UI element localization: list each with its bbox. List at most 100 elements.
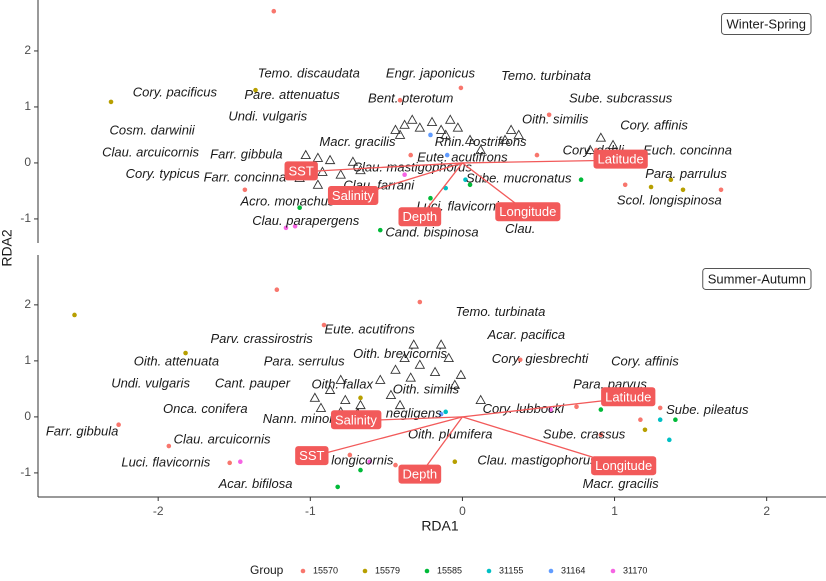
species-label: Eute. acutifrons xyxy=(417,149,508,164)
species-label: Cosm. darwinii xyxy=(109,122,195,137)
sample-point xyxy=(673,417,678,422)
species-point xyxy=(324,384,336,394)
species-label: Clau. arcuicornis xyxy=(102,144,199,159)
species-point xyxy=(394,129,406,139)
species-label: Cory. affinis xyxy=(620,117,688,132)
species-label: Undi. vulgaris xyxy=(228,108,307,123)
species-point xyxy=(312,179,324,189)
species-point xyxy=(505,124,517,134)
sample-point xyxy=(648,184,654,190)
env-label: Depth xyxy=(398,464,442,484)
env-label-box xyxy=(284,161,318,181)
sample-point xyxy=(408,152,414,158)
legend-label: 31170 xyxy=(623,565,647,575)
sample-point xyxy=(517,357,523,363)
sample-point xyxy=(393,462,398,468)
sample-point xyxy=(417,299,423,305)
species-label: Oith. attenuata xyxy=(134,353,219,368)
species-label: Oith. similis xyxy=(393,381,460,396)
species-point xyxy=(440,129,451,139)
sample-point xyxy=(598,432,604,438)
panel-strip: Winter-Spring xyxy=(721,12,812,35)
sample-point xyxy=(718,187,724,193)
env-label-box xyxy=(398,207,442,227)
species-label: Temo. turbinata xyxy=(501,68,591,83)
species-point xyxy=(408,339,420,349)
species-point xyxy=(429,366,441,377)
legend-swatch xyxy=(486,568,492,574)
env-label-box xyxy=(327,185,379,205)
legend-swatch xyxy=(300,568,306,574)
species-label: Eute. acutifrons xyxy=(324,322,415,337)
sample-point xyxy=(116,422,121,428)
sample-point xyxy=(534,152,540,158)
species-label: Sube. mucronatus xyxy=(466,171,572,186)
x-tick-label: 1 xyxy=(611,504,618,518)
species-label: Clau. xyxy=(505,221,535,236)
sample-point xyxy=(283,225,289,231)
env-vector xyxy=(462,395,629,418)
legend-label: 15579 xyxy=(375,565,400,575)
species-point xyxy=(390,364,401,374)
sample-point xyxy=(347,452,353,458)
y-tick-label: 1 xyxy=(24,353,31,367)
species-point xyxy=(449,379,461,389)
species-point xyxy=(452,122,464,132)
y-tick-label: 1 xyxy=(24,99,31,113)
panel-strip-label: Summer-Autumn xyxy=(708,271,806,286)
env-label-box xyxy=(593,149,648,169)
species-point xyxy=(355,399,366,410)
species-label: Macr. gracilis xyxy=(319,134,396,149)
species-point xyxy=(394,399,406,410)
x-tick-label: -1 xyxy=(305,504,316,518)
env-label-text: SST xyxy=(289,163,314,178)
species-label: Scol. longispinosa xyxy=(617,192,722,207)
x-tick-label: 0 xyxy=(459,504,466,518)
env-vector xyxy=(311,416,463,459)
legend-swatch xyxy=(610,568,616,574)
y-axis-title: RDA2 xyxy=(0,229,15,267)
legend-label: 31164 xyxy=(561,565,585,575)
species-label: Temo. turbinata xyxy=(456,304,546,319)
species-label: Temo. discaudata xyxy=(258,65,360,80)
species-label: Euch. concinna xyxy=(643,143,732,158)
species-label: Acar. pacifica xyxy=(487,327,566,342)
sample-point xyxy=(242,187,248,193)
env-label: Longitude xyxy=(591,456,657,476)
env-label: Latitude xyxy=(601,387,656,407)
env-label-text: SST xyxy=(299,448,324,463)
species-point xyxy=(355,164,366,175)
sample-point xyxy=(668,177,674,183)
sample-point xyxy=(367,459,372,465)
sample-point xyxy=(657,405,663,411)
species-label: Cory. affinis xyxy=(611,353,679,368)
env-vector xyxy=(300,162,463,175)
species-point xyxy=(324,154,336,165)
species-point xyxy=(375,374,386,384)
sample-point xyxy=(444,152,450,158)
species-point xyxy=(390,124,401,134)
species-point xyxy=(435,124,447,134)
env-label-box xyxy=(398,464,442,484)
sample-point xyxy=(667,437,672,443)
env-label: SST xyxy=(284,161,318,181)
sample-point xyxy=(72,312,77,318)
species-label: Macr. gracilis xyxy=(583,476,660,491)
sample-point xyxy=(578,177,584,183)
sample-point xyxy=(452,459,458,465)
species-point xyxy=(595,132,607,142)
env-label-text: Salinity xyxy=(332,188,374,203)
y-tick-label: -1 xyxy=(20,465,31,479)
sample-point xyxy=(335,484,340,490)
sample-point xyxy=(108,99,114,105)
species-point xyxy=(399,119,410,129)
species-point xyxy=(340,394,351,405)
env-label-text: Longitude xyxy=(595,458,652,473)
legend-title: Group xyxy=(250,563,284,577)
species-label: Cory. pacificus xyxy=(133,84,218,99)
env-label-box xyxy=(330,410,382,430)
legend-swatch xyxy=(424,568,430,574)
species-point xyxy=(399,352,410,363)
species-point xyxy=(347,156,359,166)
